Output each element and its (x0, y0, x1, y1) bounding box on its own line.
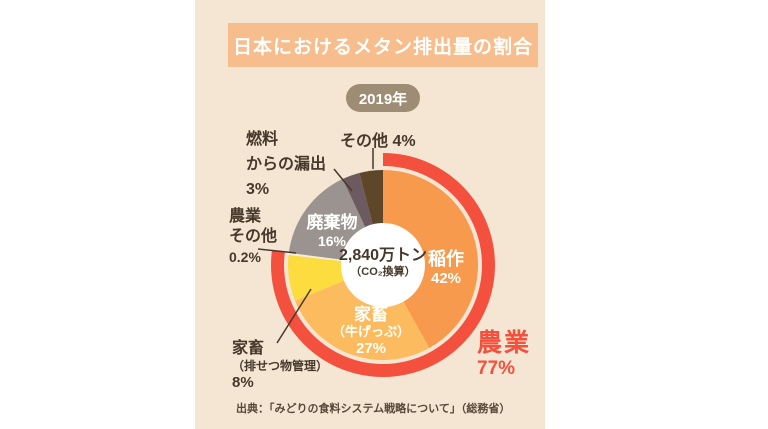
callout-haisetsu-line1: 家畜 (232, 340, 265, 357)
callout-nenryo-line2: からの漏出 (246, 156, 327, 173)
leader-line-nogyo-sonota (257, 248, 297, 254)
slice-label-haikibutsu-name: 廃棄物 (306, 213, 358, 232)
title-banner: 日本におけるメタン排出量の割合 (228, 23, 538, 67)
group-label-nogyo: 農業 77% (477, 330, 531, 380)
callout-nenryo-pct: 3% (246, 181, 270, 198)
slice-label-geppu-name: 家畜 (354, 305, 388, 324)
callout-haisetsu-pct: 8% (232, 374, 254, 391)
slice-label-inasaku-name: 稲作 (428, 249, 464, 269)
callout-nogyo-sonota-pct: 0.2% (229, 249, 261, 265)
callout-sonota: その他 4% (340, 127, 416, 151)
donut-hole (341, 223, 425, 307)
callout-nenryo: 燃料 からの漏出 3% (246, 127, 326, 202)
source-citation: 出典：「みどりの食料システム戦略について」（総務省） (236, 403, 511, 415)
callout-haisetsu-line2: （排せつ物管理） (232, 359, 329, 373)
slice-label-geppu-pct: 27% (355, 340, 387, 357)
group-label-nogyo-name: 農業 (477, 329, 532, 357)
callout-nogyo-sonota-line2: その他 (229, 228, 278, 245)
page-title: 日本におけるメタン排出量の割合 (232, 36, 533, 58)
slice-label-haikibutsu-pct: 16% (317, 233, 347, 249)
year-badge-label: 2019年 (358, 90, 408, 108)
callout-nenryo-line1: 燃料 (246, 131, 279, 148)
total-amount: 2,840万トン (338, 247, 428, 264)
callout-nogyo-sonota: 農業 その他 0.2% (229, 207, 277, 267)
co2-equivalent-note: （CO₂換算） (350, 266, 416, 278)
donut-center-label: 2,840万トン （CO₂換算） (333, 246, 433, 280)
year-badge: 2019年 (346, 84, 420, 112)
group-label-nogyo-pct: 77% (477, 358, 516, 379)
pie-slices (271, 153, 495, 377)
callout-sonota-text: その他 4% (340, 133, 416, 150)
slice-label-geppu: 家畜 （牛げっぷ） 27% (328, 306, 414, 358)
slice-label-inasaku-pct: 42% (430, 270, 462, 287)
slice-label-inasaku: 稲作 42% (421, 249, 471, 289)
leader-line-nenryo (333, 168, 353, 192)
callout-nogyo-sonota-line1: 農業 (229, 208, 262, 225)
leader-line-haisetsu (276, 288, 312, 344)
slice-label-haikibutsu: 廃棄物 16% (300, 213, 364, 250)
slice-label-geppu-sub: （牛げっぷ） (331, 324, 410, 339)
callout-haisetsu: 家畜 （排せつ物管理） 8% (232, 339, 328, 392)
pie-slice-0 (383, 170, 478, 349)
